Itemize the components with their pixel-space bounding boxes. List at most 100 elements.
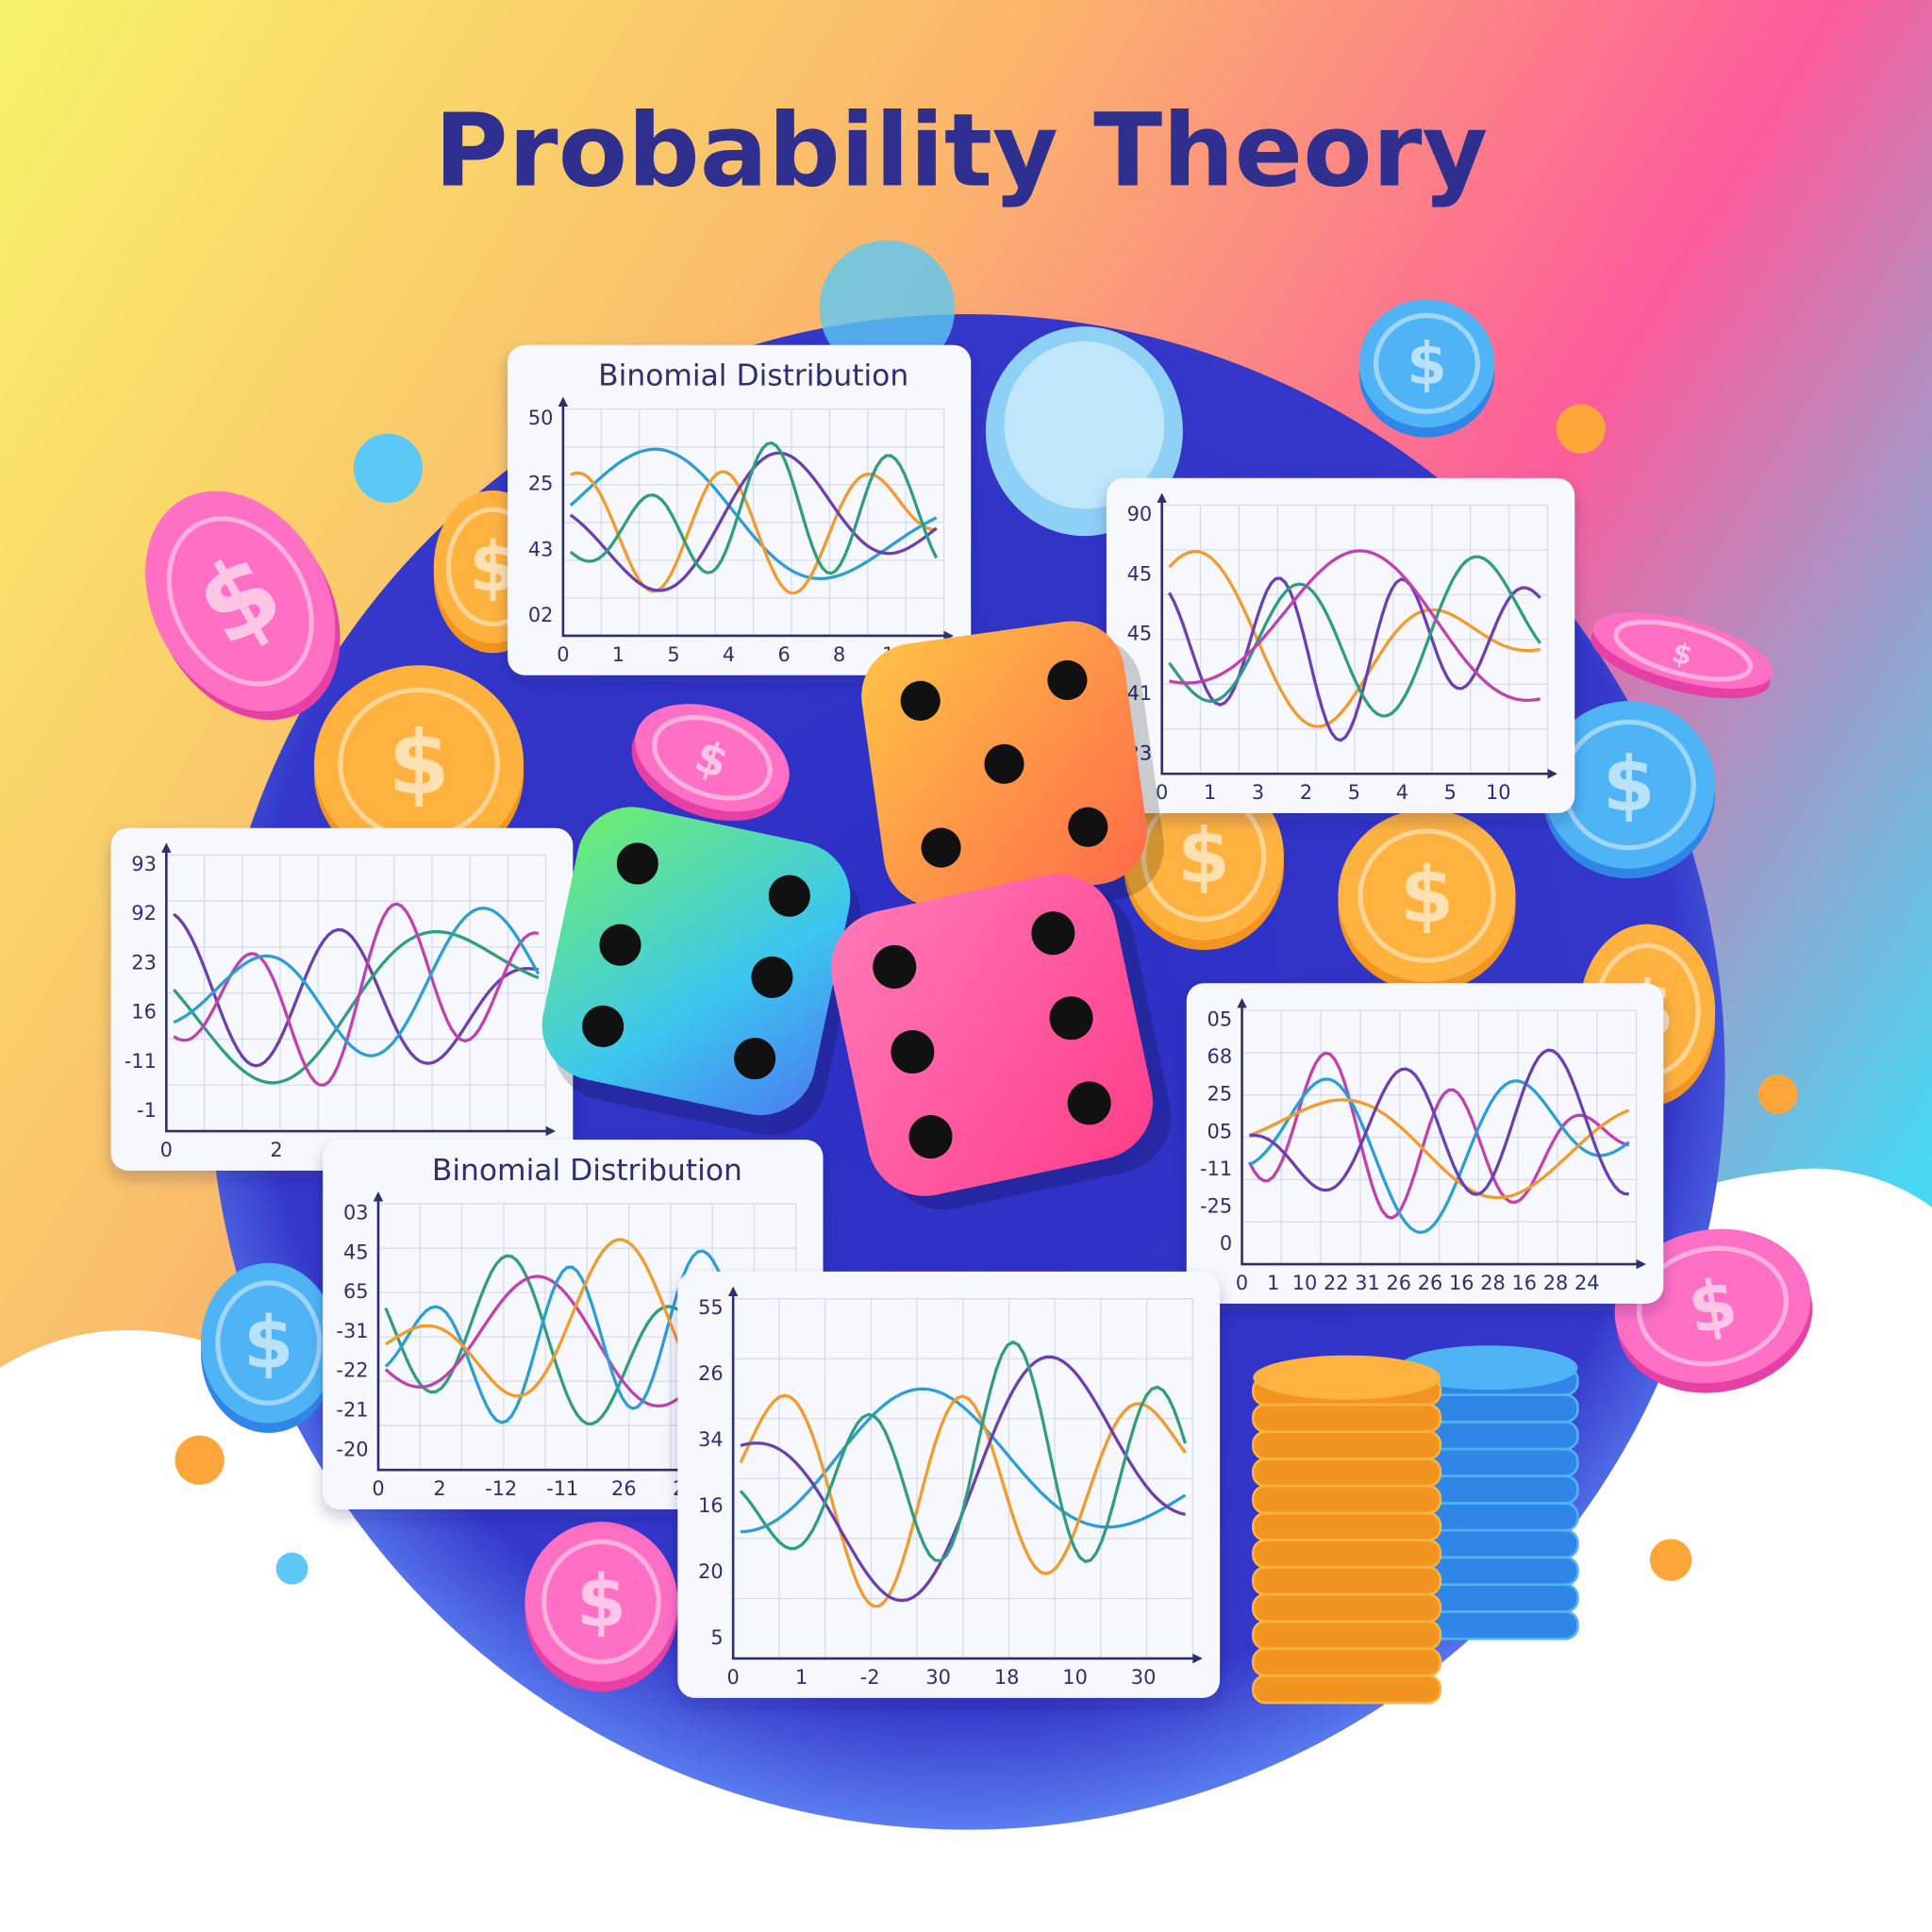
y-tick-label: 0	[1220, 1232, 1232, 1255]
dice	[541, 621, 1172, 1210]
die-pip	[900, 680, 941, 721]
coin-face	[314, 665, 525, 863]
x-tick-label: 0	[1156, 781, 1168, 804]
coin-face	[200, 1262, 337, 1424]
coin: $	[1614, 1228, 1813, 1393]
x-tick-label: 28	[1480, 1272, 1506, 1294]
decorative-curve	[1249, 1048, 1629, 1196]
coin-stack-layer	[1252, 1674, 1442, 1705]
coin-ring	[1374, 312, 1480, 414]
decorative-curve	[1248, 1077, 1630, 1235]
y-tick-label: 25	[1208, 1083, 1233, 1106]
y-tick-label: 45	[1127, 623, 1153, 645]
coin-symbol: $	[1603, 741, 1656, 828]
x-tick-label: 0	[160, 1139, 173, 1161]
die-pip	[734, 1038, 776, 1080]
coin-stack-layer	[1252, 1484, 1442, 1515]
x-tick-label: 5	[1444, 781, 1457, 804]
y-tick-label: 16	[698, 1494, 724, 1517]
x-tick-label: 0	[372, 1477, 384, 1500]
decorative-curve	[569, 447, 938, 580]
x-tick-label: 4	[1396, 781, 1408, 804]
axes	[1241, 1000, 1644, 1266]
x-tick-label: -12	[485, 1477, 517, 1500]
coin-symbol: $	[576, 1560, 626, 1644]
die-pip	[768, 874, 810, 917]
die-pip	[1067, 1081, 1111, 1125]
coin: $	[1338, 809, 1516, 992]
axes	[561, 399, 952, 638]
decorative-curve	[1169, 549, 1541, 703]
y-tick-label: 92	[131, 902, 157, 924]
coin-face	[635, 704, 790, 812]
die-pip	[891, 1029, 935, 1074]
title: Probability Theory	[434, 92, 1488, 209]
coin-stack-top	[1253, 1355, 1441, 1400]
y-tick-label: -20	[336, 1438, 368, 1460]
die	[830, 874, 1172, 1210]
coin-ring	[215, 1280, 323, 1406]
coin: $	[1124, 772, 1284, 951]
axes	[731, 1289, 1201, 1660]
y-tick-label: 93	[131, 853, 157, 875]
coin: $	[1358, 299, 1495, 438]
coin-symbol: $	[1400, 851, 1454, 941]
x-tick-label: 26	[611, 1477, 637, 1500]
y-tick-label: -21	[336, 1399, 368, 1422]
y-tick-label: 16	[131, 1001, 157, 1024]
decorative-curve	[1247, 1051, 1630, 1220]
coin-face	[145, 491, 336, 712]
decorative-curve	[739, 1340, 1188, 1564]
y-tick-label: 45	[343, 1241, 369, 1263]
coin: $	[1542, 701, 1716, 879]
coin-symbol: $	[388, 712, 449, 815]
y-tick-label: 23	[131, 951, 157, 974]
x-tick-label: 22	[1324, 1272, 1349, 1294]
coin: $	[145, 491, 341, 721]
coin-stack-layer	[1252, 1511, 1442, 1541]
coin: $	[1591, 612, 1774, 699]
decorative-curve	[569, 441, 939, 575]
x-tick-label: 26	[1418, 1272, 1443, 1294]
chart-card: 55 26 34 16 20 50 1 -2 30 18 10 30	[677, 1271, 1221, 1698]
coin: $	[631, 704, 790, 822]
coin-stack-top	[1399, 1345, 1578, 1391]
die-pip	[1047, 659, 1088, 701]
y-tick-label: 05	[1208, 1008, 1233, 1030]
chart-card: Binomial Distribution5025430201546810	[508, 344, 972, 675]
bubble	[819, 240, 956, 376]
axes	[165, 844, 554, 1133]
y-tick-label: 20	[698, 1560, 724, 1583]
coin-face	[1542, 701, 1716, 869]
coin-dna-face	[1004, 341, 1165, 509]
y-tick-label: 55	[698, 1296, 724, 1319]
decorative-curve	[172, 930, 540, 1085]
bubble	[353, 433, 423, 503]
coin-stack-layer	[1252, 1539, 1442, 1569]
x-tick-label: 10	[1062, 1666, 1088, 1689]
y-tick-label: 90	[1127, 503, 1153, 525]
x-tick-label: 2	[1300, 781, 1312, 804]
die-pip	[1068, 807, 1108, 847]
card-title: Binomial Distribution	[432, 1154, 742, 1188]
die-pip	[921, 827, 961, 868]
coin-symbol: $	[243, 1302, 293, 1386]
bubble	[1556, 404, 1606, 454]
bubble	[175, 1435, 225, 1485]
coin-symbol: $	[1407, 331, 1447, 398]
coin-stack-layer	[1252, 1457, 1442, 1488]
x-tick-label: 28	[1543, 1272, 1569, 1294]
x-tick-label: -2	[860, 1666, 880, 1689]
x-tick-label: 1	[1267, 1272, 1279, 1294]
x-tick-label: 10	[1486, 781, 1511, 804]
die-body	[830, 874, 1154, 1196]
bubble	[1649, 1539, 1692, 1581]
x-tick-label: 0	[557, 643, 569, 666]
coin-stack-layer	[1252, 1403, 1442, 1434]
die-pip	[1049, 996, 1093, 1041]
decorative-curve	[1168, 555, 1541, 718]
y-tick-label: 05	[1208, 1120, 1233, 1142]
x-tick-label: 1	[795, 1666, 808, 1689]
x-tick-label: 30	[1131, 1666, 1157, 1689]
